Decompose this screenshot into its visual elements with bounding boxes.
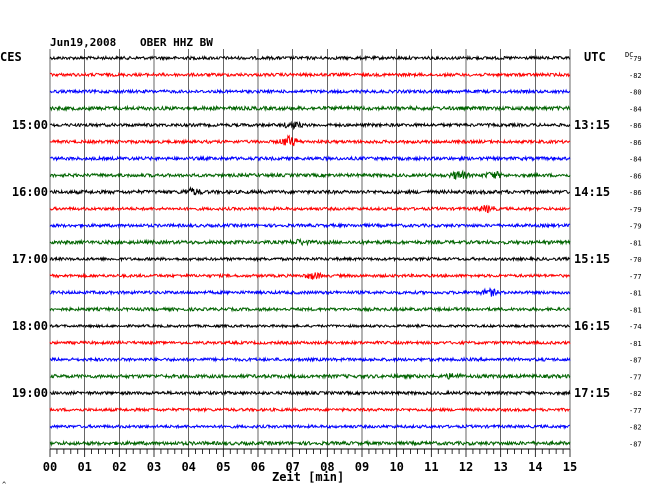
x-tick-label: 07 — [285, 460, 299, 474]
trace-row-17 — [49, 339, 571, 346]
dc-offset-label: -86 — [629, 122, 642, 130]
dc-offset-label: -84 — [629, 156, 642, 164]
dc-label: DC — [625, 51, 633, 59]
dc-offset-label: -80 — [629, 89, 642, 97]
dc-offset-label: -86 — [629, 172, 642, 180]
dc-offset-label: -77 — [629, 273, 642, 281]
dc-offset-labels: -79 -82 -80 -84 -86 -86 -84 -86 -86 -79 -79 -81 -70 -… — [629, 55, 642, 448]
dc-offset-label: -87 — [629, 357, 642, 365]
trace-row-14 — [49, 287, 571, 297]
dc-offset-label: -81 — [629, 306, 642, 314]
trace-row-4 — [49, 120, 571, 131]
x-tick-label: 05 — [216, 460, 230, 474]
trace-row-15 — [49, 305, 571, 313]
trace-row-18 — [49, 356, 571, 363]
right-hour-label: 15:15 — [574, 252, 610, 266]
trace-row-2 — [49, 88, 571, 95]
grid — [49, 49, 571, 450]
right-hour-label: 16:15 — [574, 319, 610, 333]
dc-offset-label: -81 — [629, 340, 642, 348]
right-hour-labels: 13:15 14:15 15:15 16:15 17:15 — [574, 118, 610, 400]
right-timezone: UTC — [584, 50, 606, 64]
x-tick-label: 11 — [424, 460, 438, 474]
trace-row-10 — [49, 222, 571, 229]
dc-offset-label: -79 — [629, 223, 642, 231]
x-axis: 00 01 02 03 04 05 06 07 08 09 10 11 12 13 14 15 — [43, 449, 577, 474]
trace-row-13 — [49, 271, 571, 280]
trace-row-7 — [49, 169, 571, 180]
trace-row-1 — [49, 71, 571, 79]
trace-row-21 — [49, 406, 571, 413]
trace-row-8 — [49, 185, 571, 196]
footnote-mark: ^ — [2, 481, 6, 489]
trace-row-9 — [49, 204, 571, 214]
trace-row-19 — [49, 372, 571, 380]
right-hour-label: 14:15 — [574, 185, 610, 199]
x-tick-label: 15 — [563, 460, 577, 474]
trace-row-12 — [49, 255, 571, 263]
dc-offset-label: -84 — [629, 105, 642, 113]
dc-offset-label: -74 — [629, 323, 642, 331]
x-tick-label: 10 — [389, 460, 403, 474]
dc-offset-label: -82 — [629, 72, 642, 80]
left-hour-label: 16:00 — [12, 185, 48, 199]
header-station: OBER HHZ BW — [140, 36, 213, 49]
dc-offset-label: -86 — [629, 139, 642, 147]
left-hour-label: 18:00 — [12, 319, 48, 333]
x-axis-label: Zeit [min] — [272, 470, 344, 484]
trace-row-3 — [49, 104, 571, 112]
dc-offset-label: -81 — [629, 290, 642, 298]
x-tick-label: 13 — [493, 460, 507, 474]
x-tick-label: 02 — [112, 460, 126, 474]
x-tick-label: 12 — [459, 460, 473, 474]
left-hour-label: 15:00 — [12, 118, 48, 132]
dc-offset-label: -79 — [629, 55, 642, 63]
x-tick-label: 00 — [43, 460, 57, 474]
dc-offset-label: -77 — [629, 373, 642, 381]
left-hour-label: 19:00 — [12, 386, 48, 400]
traces — [49, 54, 571, 447]
trace-row-11 — [49, 237, 571, 247]
trace-row-0 — [49, 54, 571, 62]
trace-row-23 — [49, 439, 571, 447]
left-timezone: CES — [0, 50, 22, 64]
right-hour-label: 13:15 — [574, 118, 610, 132]
x-tick-label: 06 — [251, 460, 265, 474]
x-tick-label: 14 — [528, 460, 542, 474]
trace-row-22 — [49, 423, 571, 430]
right-hour-label: 17:15 — [574, 386, 610, 400]
dc-offset-label: -87 — [629, 440, 642, 448]
dc-offset-label: -81 — [629, 239, 642, 247]
x-tick-label: 08 — [320, 460, 334, 474]
trace-row-20 — [49, 389, 571, 397]
left-hour-label: 17:00 — [12, 252, 48, 266]
x-tick-label: 01 — [77, 460, 91, 474]
dc-offset-label: -86 — [629, 189, 642, 197]
dc-offset-label: -77 — [629, 407, 642, 415]
x-tick-label: 03 — [147, 460, 161, 474]
trace-row-6 — [49, 154, 571, 162]
left-hour-labels: 15:00 16:00 17:00 18:00 19:00 — [12, 118, 48, 400]
header-date: Jun19,2008 — [50, 36, 116, 49]
x-tick-label: 04 — [181, 460, 195, 474]
trace-row-16 — [49, 323, 571, 330]
trace-row-5 — [49, 134, 571, 147]
dc-offset-label: -70 — [629, 256, 642, 264]
dc-offset-label: -79 — [629, 206, 642, 214]
x-tick-label: 09 — [355, 460, 369, 474]
dc-offset-label: -82 — [629, 390, 642, 398]
dc-offset-label: -82 — [629, 424, 642, 432]
